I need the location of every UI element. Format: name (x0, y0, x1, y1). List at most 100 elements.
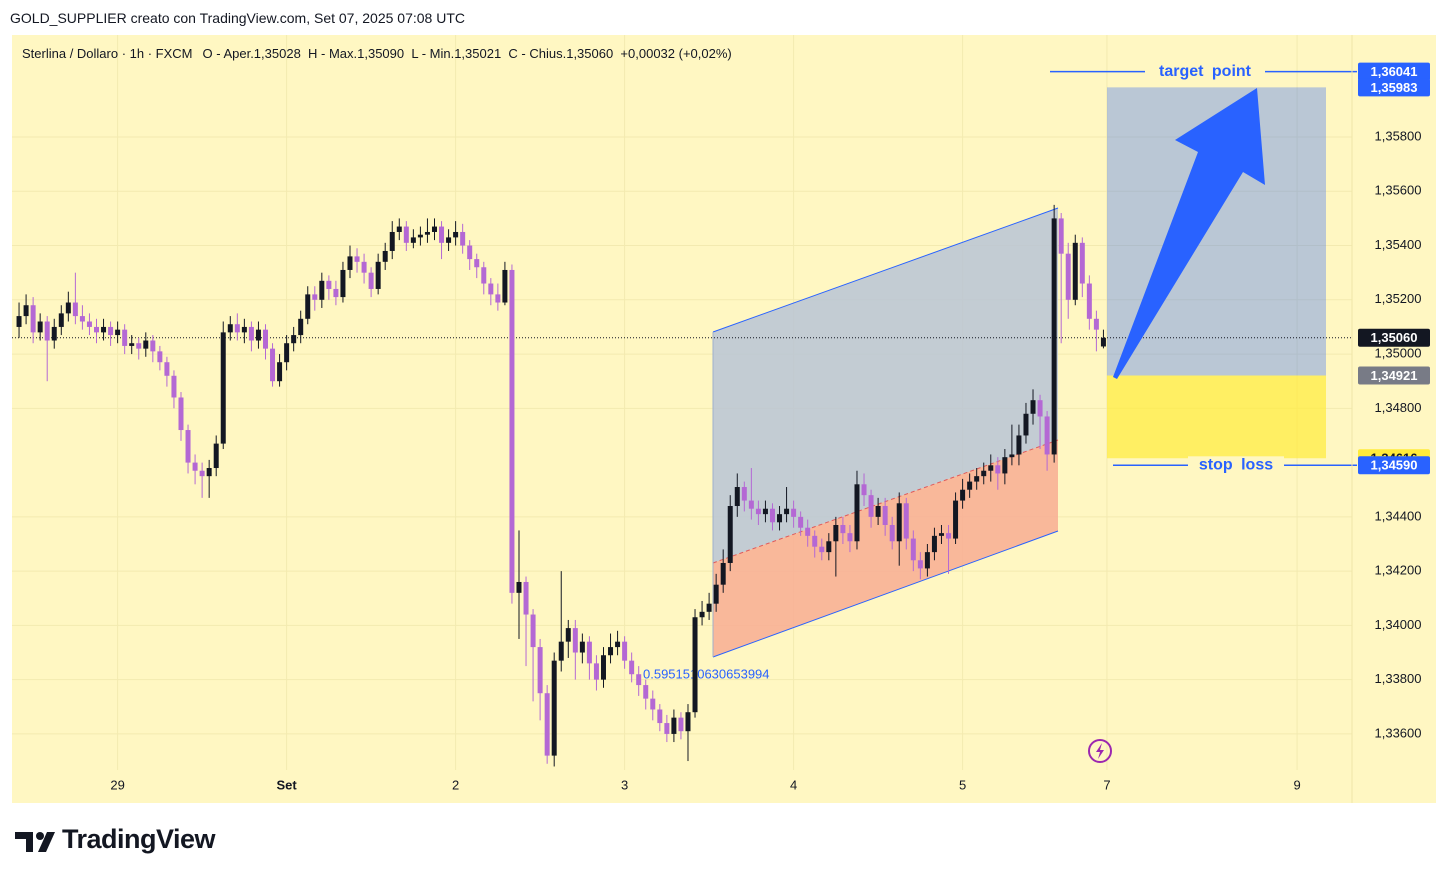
candle-body (382, 250, 388, 262)
candle-body (1058, 218, 1064, 254)
candle-body (319, 280, 325, 300)
candle-body (946, 533, 952, 539)
x-tick-label: 2 (452, 777, 459, 792)
candle-body (157, 351, 163, 363)
candle-body (16, 316, 22, 327)
candles (16, 204, 1106, 767)
candle-body (375, 261, 381, 289)
candle-body (326, 280, 332, 289)
candle-body (431, 226, 437, 232)
candle-body (284, 343, 290, 363)
candle-body (967, 481, 973, 490)
candle-body (199, 470, 205, 477)
candle-body (1016, 435, 1022, 455)
brand-logo (15, 832, 55, 852)
candle-body (136, 343, 142, 349)
arrow (1113, 88, 1265, 379)
candle-body (960, 489, 966, 501)
candle-body (720, 562, 726, 585)
candle-body (403, 226, 409, 243)
candle-body (178, 397, 184, 431)
x-tick-label: 3 (621, 777, 628, 792)
candle-body (453, 231, 459, 238)
candle-body (981, 470, 987, 477)
candle-body (917, 560, 923, 569)
candle-body (171, 375, 177, 398)
candle-body (974, 476, 980, 482)
annotations: target point stop loss (1050, 62, 1357, 475)
candle-body (840, 525, 846, 534)
candle-body (734, 487, 740, 507)
candle-body (938, 533, 944, 536)
candle-body (460, 231, 466, 246)
candle-body (305, 294, 311, 319)
candle-body (108, 326, 114, 336)
x-tick-label: 29 (110, 777, 124, 792)
logo-part (38, 832, 55, 852)
candle-body (784, 508, 790, 515)
candle-body (791, 508, 797, 517)
candle-body (1030, 400, 1036, 414)
candle-body (931, 535, 937, 553)
candle-body (699, 611, 705, 618)
candle-body (572, 628, 578, 653)
candle-body (298, 318, 304, 336)
y-tick-label: 1,35400 (1375, 237, 1422, 252)
candle-body (995, 465, 1001, 474)
y-tick-label: 1,35800 (1375, 128, 1422, 143)
candle-body (115, 329, 121, 336)
candle-body (713, 584, 719, 604)
header: GOLD_SUPPLIER creato con TradingView.com… (10, 10, 465, 26)
candle-body (643, 685, 649, 699)
y-tick-label: 1,34400 (1375, 508, 1422, 523)
candle-body (101, 326, 107, 333)
y-tick-label: 1,34000 (1375, 617, 1422, 632)
candle-body (861, 484, 867, 496)
y-tick-label: 1,35000 (1375, 346, 1422, 361)
line-label: target point (1159, 63, 1252, 80)
y-tick-label: 1,34200 (1375, 563, 1422, 578)
label-bg (1145, 62, 1265, 81)
candle-body (192, 462, 198, 471)
candle-body (650, 698, 656, 710)
candle-body (805, 527, 811, 536)
candle-body (593, 663, 599, 680)
logo-part (36, 832, 44, 840)
candle-body (558, 641, 564, 661)
channel-lower (713, 440, 1058, 657)
candle-body (270, 348, 276, 382)
candle-body (636, 674, 642, 686)
candle-body (1044, 416, 1050, 455)
price-label (1358, 366, 1430, 385)
candle-body (875, 506, 881, 517)
candle-body (727, 506, 733, 563)
candle-body (51, 326, 57, 341)
candle-body (234, 324, 240, 333)
candle-body (565, 628, 571, 642)
candle-body (523, 581, 529, 615)
candle-body (65, 302, 71, 314)
candle-body (185, 430, 191, 463)
candle-body (446, 237, 452, 243)
candle-body (143, 340, 149, 349)
candle-body (30, 305, 36, 333)
candle-body (1100, 337, 1106, 347)
fib-label: 0.5951510630653994 (643, 666, 770, 681)
candle-body (206, 468, 212, 477)
brand: TradingView (62, 824, 216, 854)
price-label-text: 1,34590 (1371, 458, 1418, 473)
candle-body (762, 508, 768, 515)
y-tick-label: 1,33600 (1375, 725, 1422, 740)
x-tick-label: 7 (1103, 777, 1110, 792)
candle-body (826, 541, 832, 553)
price-label (1358, 78, 1430, 97)
candle-body (1023, 413, 1029, 436)
candle-body (213, 443, 219, 469)
label-bg (1188, 456, 1284, 475)
candle-body (227, 324, 233, 333)
candle-body (622, 641, 628, 661)
candle-body (755, 508, 761, 515)
candle-body (608, 647, 614, 656)
candle-body (657, 709, 663, 724)
